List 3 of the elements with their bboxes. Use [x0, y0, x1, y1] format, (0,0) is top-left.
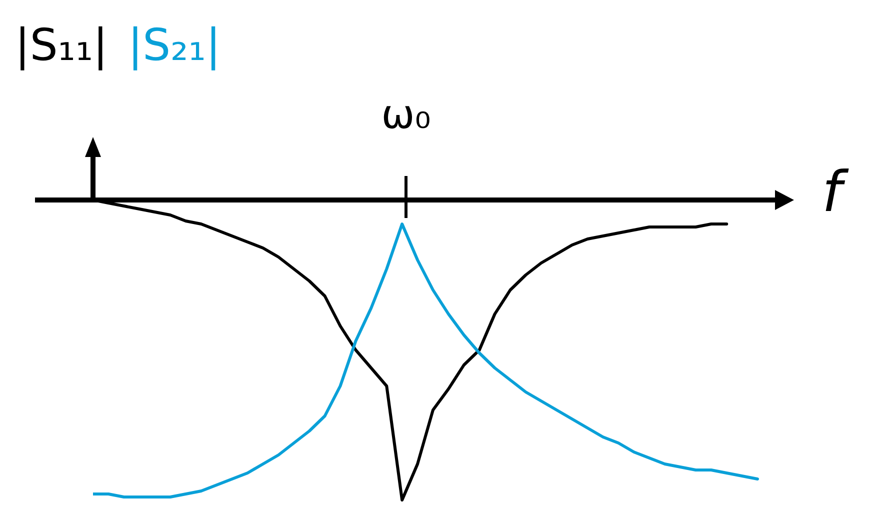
text: |S₁₁|	[15, 20, 108, 71]
text: |S₂₁|	[128, 20, 221, 71]
text: ω₀	[381, 92, 431, 138]
